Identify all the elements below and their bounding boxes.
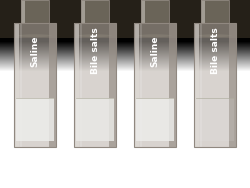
Text: Bile salts: Bile salts: [90, 27, 100, 74]
Bar: [194, 23, 236, 147]
Bar: [74, 23, 116, 147]
Text: Saline: Saline: [150, 35, 160, 67]
Bar: [228, 23, 236, 147]
Bar: [81, 0, 109, 23]
Text: Strain 1: Strain 1: [36, 163, 94, 176]
Bar: [201, 0, 229, 23]
Bar: [74, 23, 116, 147]
Text: Strain 2: Strain 2: [156, 163, 214, 176]
Text: Saline: Saline: [30, 35, 40, 67]
Bar: [134, 23, 176, 147]
Bar: [136, 98, 174, 141]
Bar: [141, 0, 145, 23]
Bar: [21, 0, 25, 23]
Bar: [108, 23, 116, 147]
Bar: [48, 23, 56, 147]
Bar: [141, 0, 169, 23]
Bar: [81, 0, 85, 23]
Bar: [74, 23, 79, 147]
Ellipse shape: [198, 34, 232, 37]
Bar: [14, 23, 56, 147]
Bar: [196, 98, 234, 141]
Bar: [14, 23, 19, 147]
Bar: [14, 23, 56, 147]
Bar: [80, 23, 82, 147]
Ellipse shape: [18, 34, 52, 37]
Bar: [81, 0, 109, 23]
Bar: [134, 23, 176, 147]
Bar: [200, 23, 202, 147]
Bar: [0, 0, 250, 38]
Text: Bile salts: Bile salts: [210, 27, 220, 74]
Bar: [194, 23, 236, 147]
Bar: [140, 23, 142, 147]
Bar: [141, 0, 169, 23]
Bar: [21, 0, 49, 23]
Bar: [76, 98, 114, 141]
Bar: [21, 0, 49, 23]
Bar: [16, 98, 54, 141]
Bar: [20, 23, 22, 147]
Bar: [201, 0, 229, 23]
Bar: [134, 23, 139, 147]
Bar: [168, 23, 176, 147]
Ellipse shape: [138, 34, 172, 37]
Ellipse shape: [78, 34, 112, 37]
Bar: [194, 23, 199, 147]
Bar: [201, 0, 205, 23]
